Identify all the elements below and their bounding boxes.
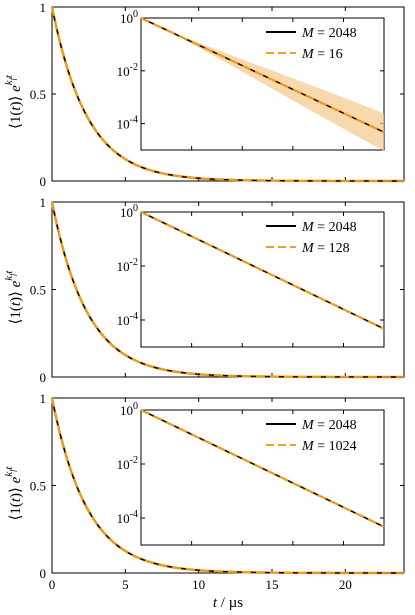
y-tick-label: 1 — [40, 391, 47, 406]
y-axis-label: ⟨1(t)⟩ ekft — [3, 466, 24, 521]
curve-dashed-overlay — [51, 201, 404, 378]
x-tick-label: 20 — [339, 577, 352, 592]
legend-label-reference: M = 2048 — [301, 220, 357, 235]
inset-y-tick-label: 10-2 — [117, 455, 138, 472]
inset-frame — [140, 409, 385, 546]
x-tick-label: 5 — [122, 577, 129, 592]
inset-y-tick-label: 10-2 — [117, 257, 138, 274]
inset-frame — [140, 211, 385, 348]
inset-y-tick-label: 100 — [120, 203, 138, 220]
inset-top: 100 10-2 10-4 M = 2048 M = 16 — [117, 9, 385, 151]
y-axis-label: ⟨1(t)⟩ ekft — [3, 270, 24, 325]
y-tick-label: 0 — [40, 174, 47, 189]
y-tick-label: 1 — [40, 195, 47, 210]
x-tick-label: 0 — [49, 577, 56, 592]
y-tick-label: 1 — [40, 0, 47, 15]
panel-top: 0 0.5 1 ⟨1(t)⟩ ekft 100 10-2 10-4 M = 2048 M = 1… — [3, 0, 405, 189]
y-tick-label: 0.5 — [30, 479, 46, 494]
legend-label-reference: M = 2048 — [301, 26, 357, 41]
inset-curve-dashed — [140, 211, 385, 330]
inset-curve-dashed — [140, 409, 385, 528]
inset-bottom: 100 10-2 10-4 M = 2048 M = 1024 — [117, 401, 385, 546]
curve-dashed-overlay — [51, 397, 404, 574]
inset-y-tick-label: 100 — [120, 9, 138, 26]
y-tick-label: 0.5 — [30, 87, 46, 102]
inset-y-tick-label: 10-4 — [117, 311, 138, 328]
x-tick-label: 10 — [192, 577, 205, 592]
y-tick-label: 0 — [40, 370, 47, 385]
inset-y-tick-label: 10-4 — [117, 509, 138, 526]
inset-y-tick-label: 10-2 — [117, 62, 138, 79]
inset-y-tick-label: 100 — [120, 401, 138, 418]
inset-middle: 100 10-2 10-4 M = 2048 M = 128 — [117, 203, 385, 348]
inset-curve-dashed — [140, 17, 385, 133]
curve-dashed-overlay — [51, 6, 404, 182]
y-tick-label: 0 — [40, 566, 47, 581]
inset-y-tick-label: 10-4 — [117, 115, 138, 132]
legend-label-comparison: M = 16 — [301, 47, 343, 62]
legend-label-comparison: M = 128 — [301, 241, 350, 256]
y-axis-label: ⟨1(t)⟩ ekft — [3, 74, 24, 129]
y-tick-label: 0.5 — [30, 283, 46, 298]
legend-label-comparison: M = 1024 — [301, 439, 357, 454]
panel-middle: 0 0.5 1 ⟨1(t)⟩ ekft 100 10-2 10-4 M = 2048 M = 1… — [3, 195, 405, 385]
x-tick-label: 15 — [266, 577, 279, 592]
x-axis-label: t / µs — [213, 595, 243, 611]
legend-label-reference: M = 2048 — [301, 418, 357, 433]
panel-bottom: 0 5 10 15 20 0 0.5 1 ⟨1(t)⟩ ekft t / µs 100 10-2 10-… — [3, 391, 405, 611]
